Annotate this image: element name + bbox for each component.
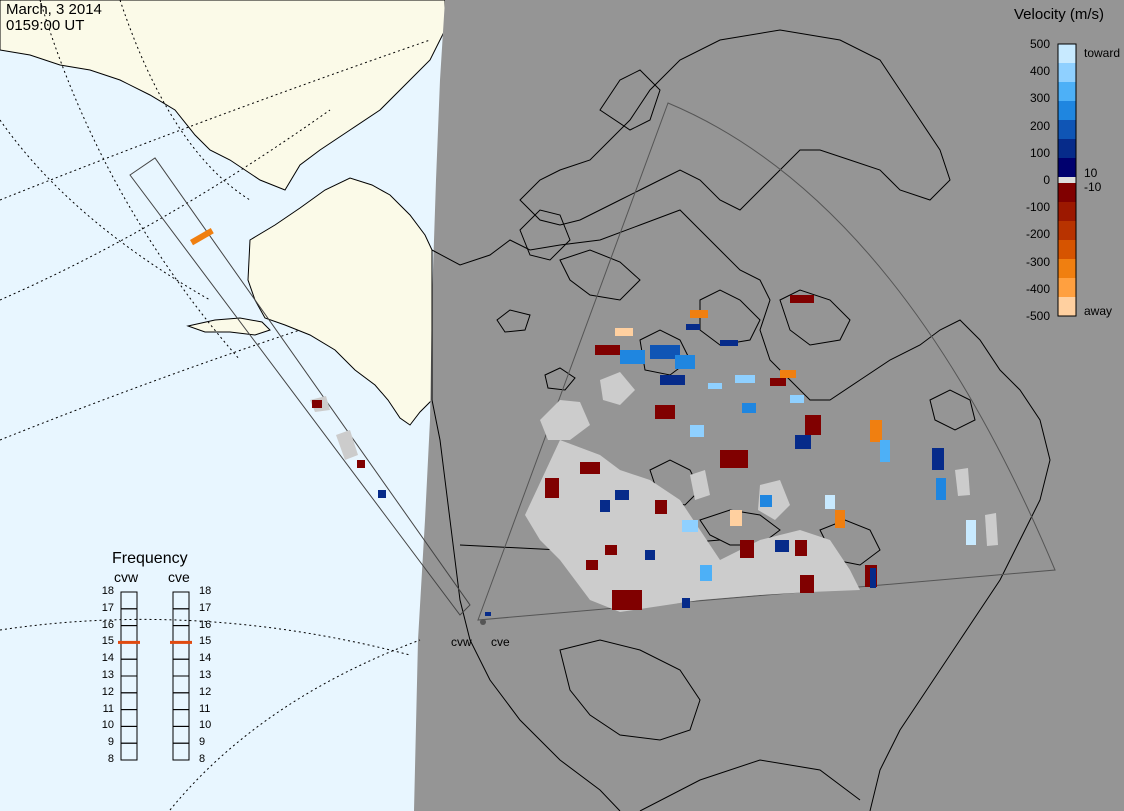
velocity-tick-label: -400 bbox=[1025, 281, 1050, 296]
graticule bbox=[0, 0, 431, 811]
colorbar-segment bbox=[1058, 183, 1076, 203]
velocity-tick-label: -100 bbox=[1025, 200, 1050, 215]
colorbar-segment bbox=[1058, 139, 1076, 159]
frequency-tick-left: 17 bbox=[101, 601, 114, 614]
velocity-tick-label: 0 bbox=[1043, 173, 1050, 187]
frequency-tick-left: 8 bbox=[107, 753, 114, 765]
frequency-gauge-cvw bbox=[118, 591, 140, 761]
colorbar-segment bbox=[1058, 63, 1076, 83]
radar-label-cve: cve bbox=[491, 635, 510, 649]
colorbar-segment bbox=[1058, 44, 1076, 64]
velocity-pos-ten-label: 10 bbox=[1084, 166, 1098, 180]
fov-cvw bbox=[129, 157, 471, 616]
frequency-gauge-cell bbox=[172, 742, 190, 761]
colorbar-segment bbox=[1058, 120, 1076, 140]
frequency-tick-right: 11 bbox=[199, 702, 211, 715]
frequency-tick-left: 13 bbox=[101, 669, 114, 681]
frequency-gauge-cve bbox=[170, 591, 192, 761]
radar-label-cvw: cvw bbox=[451, 635, 472, 649]
siberia-land bbox=[0, 0, 446, 191]
velocity-tick-label: 500 bbox=[1029, 37, 1050, 51]
velocity-away-label: away bbox=[1084, 304, 1113, 318]
frequency-tick-left: 15 bbox=[101, 635, 114, 648]
frequency-tick-right: 16 bbox=[199, 618, 212, 631]
frequency-tick-left: 10 bbox=[101, 719, 114, 732]
night-terminator bbox=[414, 0, 1124, 811]
frequency-tick-left: 18 bbox=[101, 585, 114, 597]
map-time: 0159:00 UT bbox=[6, 17, 85, 34]
colorbar-segment bbox=[1058, 202, 1076, 222]
colorbar-segment bbox=[1058, 297, 1076, 317]
velocity-tick-label: 300 bbox=[1029, 91, 1050, 106]
alaska-land bbox=[247, 177, 433, 426]
map-date: March, 3 2014 bbox=[6, 1, 102, 18]
frequency-radar-cvw: cvw bbox=[114, 569, 139, 585]
fov-cve bbox=[477, 102, 1056, 621]
coastlines bbox=[431, 29, 1051, 811]
frequency-tick-right: 10 bbox=[199, 719, 212, 732]
frequency-tick-right: 13 bbox=[199, 669, 212, 681]
velocity-tick-label: 400 bbox=[1029, 64, 1050, 79]
frequency-tick-left: 9 bbox=[107, 736, 114, 749]
colorbar-segment bbox=[1058, 278, 1076, 298]
velocity-tick-label: -300 bbox=[1025, 254, 1050, 269]
velocity-tick-label: 200 bbox=[1029, 118, 1050, 133]
colorbar-segment bbox=[1058, 101, 1076, 121]
frequency-tick-left: 11 bbox=[102, 702, 114, 715]
radar-site-marker bbox=[480, 619, 486, 625]
colorbar-segment bbox=[1058, 259, 1076, 279]
frequency-tick-left: 14 bbox=[101, 652, 114, 665]
velocity-tick-label: -500 bbox=[1025, 309, 1050, 323]
velocity-tick-label: 100 bbox=[1029, 145, 1050, 160]
frequency-tick-right: 8 bbox=[199, 753, 206, 765]
velocity-colorbar bbox=[1057, 43, 1077, 317]
colorbar-segment bbox=[1058, 240, 1076, 260]
velocity-neg-ten-label: -10 bbox=[1084, 180, 1102, 194]
velocity-cells bbox=[190, 228, 976, 616]
velocity-legend-title: Velocity (m/s) bbox=[1014, 6, 1105, 23]
frequency-marker bbox=[170, 640, 192, 644]
frequency-title: Frequency bbox=[112, 550, 188, 567]
velocity-toward-label: toward bbox=[1084, 46, 1121, 60]
frequency-tick-right: 17 bbox=[199, 601, 212, 614]
frequency-tick-left: 12 bbox=[101, 685, 114, 698]
frequency-tick-right: 14 bbox=[199, 652, 212, 665]
colorbar-segment bbox=[1058, 158, 1076, 178]
colorbar-border bbox=[1057, 43, 1077, 317]
frequency-tick-right: 18 bbox=[199, 585, 212, 597]
colorbar-zero-band bbox=[1058, 177, 1076, 183]
colorbar-segment bbox=[1058, 82, 1076, 102]
frequency-tick-right: 15 bbox=[199, 635, 212, 648]
frequency-tick-right: 12 bbox=[199, 685, 212, 698]
frequency-gauge-cell bbox=[120, 742, 138, 761]
colorbar-segment bbox=[1058, 221, 1076, 241]
frequency-tick-right: 9 bbox=[199, 736, 206, 749]
frequency-tick-left: 16 bbox=[101, 618, 114, 631]
frequency-radar-cve: cve bbox=[168, 569, 190, 585]
velocity-tick-label: -200 bbox=[1025, 227, 1050, 242]
frequency-marker bbox=[118, 640, 140, 644]
